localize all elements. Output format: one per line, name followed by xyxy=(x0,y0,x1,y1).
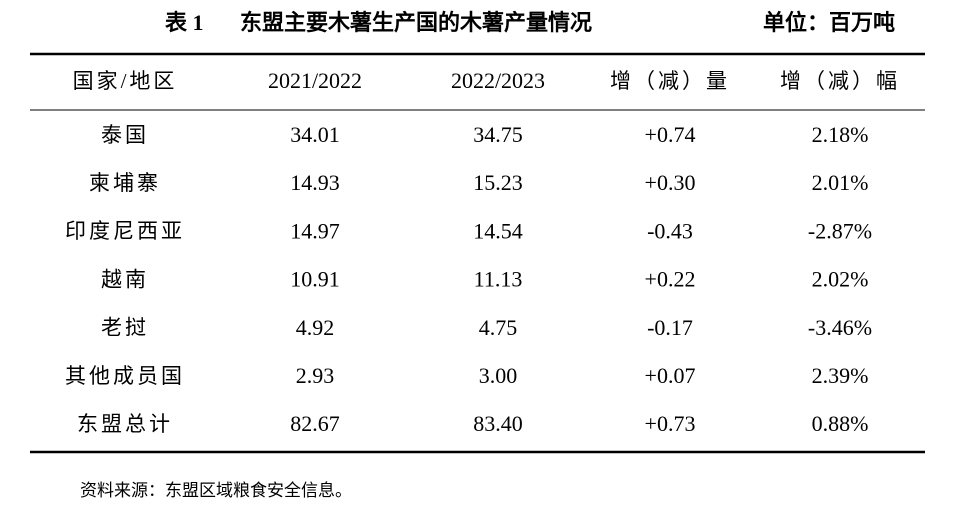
cell: 14.54 xyxy=(473,218,523,243)
row-label: 柬埔寨 xyxy=(89,171,161,195)
source-note: 资料来源：东盟区域粮食安全信息。 xyxy=(80,481,352,500)
cell: 2.01% xyxy=(812,170,869,195)
cell: -2.87% xyxy=(808,218,872,243)
cell: 34.01 xyxy=(290,122,340,147)
column-header: 2022/2023 xyxy=(451,68,545,93)
cell: 10.91 xyxy=(290,267,340,292)
column-header: 2021/2022 xyxy=(268,68,362,93)
cell: 11.13 xyxy=(474,267,523,292)
row-label: 印度尼西亚 xyxy=(65,219,185,243)
row-label: 其他成员国 xyxy=(65,364,185,388)
cell: 2.39% xyxy=(812,363,869,388)
column-header: 国家/地区 xyxy=(73,69,178,93)
cell: 4.92 xyxy=(296,315,335,340)
table-label: 表 1 xyxy=(165,10,204,35)
cell: 2.93 xyxy=(296,363,335,388)
cell: +0.74 xyxy=(645,122,696,147)
row-label: 泰国 xyxy=(101,123,149,147)
cell: 0.88% xyxy=(812,411,869,436)
row-label: 东盟总计 xyxy=(77,412,173,436)
column-header: 增（减）幅 xyxy=(780,69,900,93)
cell: 82.67 xyxy=(290,411,340,436)
cell: -3.46% xyxy=(808,315,872,340)
cell: +0.30 xyxy=(645,170,696,195)
cell: 14.97 xyxy=(290,218,340,243)
cell: 3.00 xyxy=(479,363,518,388)
cell: 14.93 xyxy=(290,170,340,195)
row-label: 老挝 xyxy=(101,316,149,340)
cell: +0.07 xyxy=(645,363,696,388)
cell: 2.02% xyxy=(812,267,869,292)
cell: 83.40 xyxy=(473,411,523,436)
cell: +0.22 xyxy=(645,267,696,292)
table-title: 东盟主要木薯生产国的木薯产量情况 xyxy=(240,10,592,35)
column-header: 增（减）量 xyxy=(610,69,730,93)
cell: 15.23 xyxy=(473,170,523,195)
cell: 2.18% xyxy=(812,122,869,147)
unit: 单位：百万吨 xyxy=(763,10,895,35)
row-label: 越南 xyxy=(101,267,149,291)
cell: 4.75 xyxy=(479,315,518,340)
cell: 34.75 xyxy=(473,122,523,147)
cell: -0.43 xyxy=(647,218,693,243)
cell: +0.73 xyxy=(645,411,696,436)
cell: -0.17 xyxy=(647,315,693,340)
